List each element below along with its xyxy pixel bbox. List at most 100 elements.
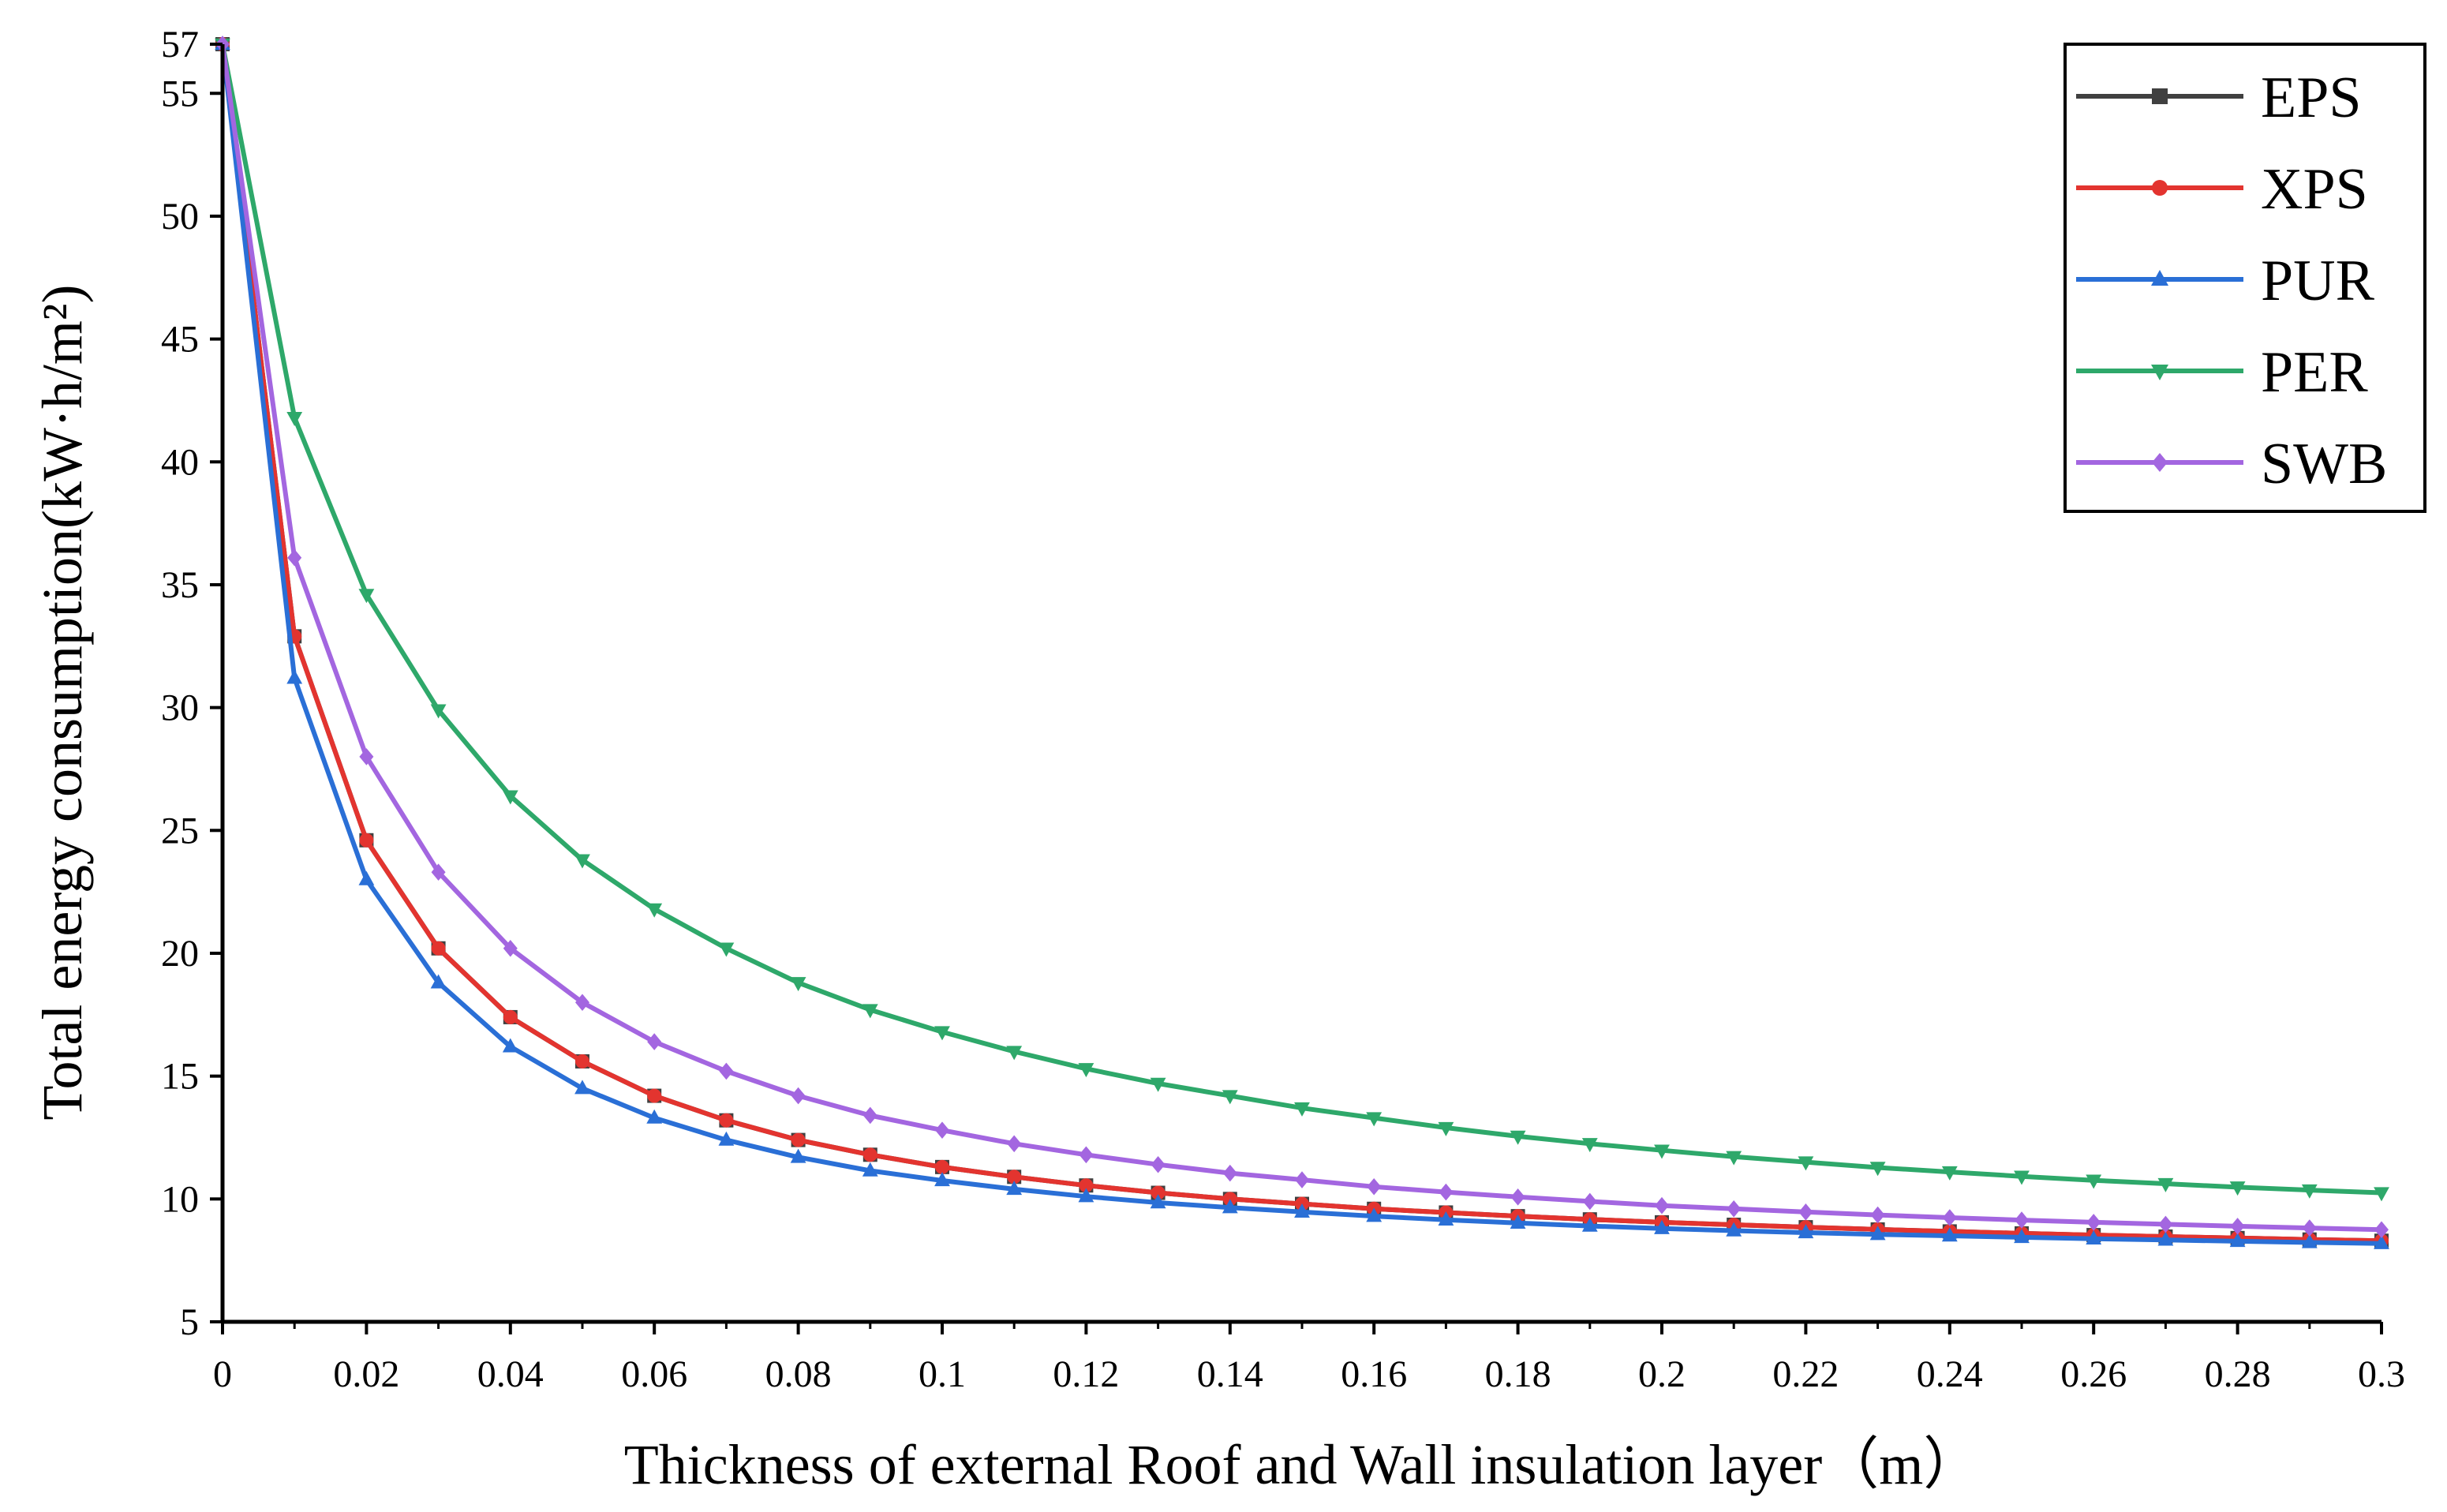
legend-marker-per (2151, 365, 2168, 380)
data-point-per (1654, 1144, 1670, 1159)
data-point-swb (2230, 1218, 2245, 1235)
data-point-swb (1942, 1209, 1957, 1226)
data-point-xps (862, 1147, 877, 1162)
data-point-xps (791, 1132, 806, 1147)
data-point-xps (719, 1113, 734, 1128)
data-point-pur (1654, 1219, 1670, 1234)
data-point-pur (1006, 1181, 1023, 1196)
legend: EPS XPS PUR PER SWB (2063, 43, 2426, 513)
data-point-pur (286, 669, 303, 684)
y-tick-label: 45 (161, 319, 199, 361)
data-point-swb (1007, 1135, 1022, 1153)
data-point-per (646, 903, 663, 918)
x-tick-label: 0.28 (2205, 1353, 2271, 1395)
data-point-per (1869, 1162, 1886, 1177)
data-point-per (1294, 1102, 1310, 1117)
data-point-pur (862, 1162, 878, 1177)
data-point-pur (1581, 1217, 1598, 1232)
x-tick-label: 0.12 (1053, 1353, 1119, 1395)
legend-marker-pur (2151, 270, 2168, 286)
data-point-per (502, 790, 518, 805)
data-point-swb (862, 1106, 877, 1125)
y-tick-label: 55 (161, 73, 199, 114)
data-point-per (1006, 1046, 1023, 1061)
x-axis-title: Thickness of external Roof and Wall insu… (624, 1433, 1980, 1496)
data-point-swb (2302, 1219, 2317, 1237)
x-tick-label: 0.24 (1917, 1353, 1983, 1395)
data-point-xps (1007, 1170, 1022, 1185)
data-point-pur (574, 1080, 590, 1095)
data-point-pur (2086, 1229, 2102, 1244)
data-point-pur (2301, 1233, 2318, 1248)
data-point-pur (718, 1131, 735, 1146)
data-point-per (2229, 1181, 2246, 1196)
data-point-per (1581, 1138, 1598, 1153)
y-tick-label: 5 (180, 1301, 199, 1343)
data-point-swb (1295, 1171, 1309, 1188)
data-point-pur (1078, 1188, 1094, 1203)
legend-marker-swb (2152, 453, 2168, 472)
data-point-xps (503, 1009, 518, 1024)
data-point-pur (646, 1109, 663, 1124)
data-point-per (1366, 1112, 1383, 1127)
data-point-xps (1079, 1178, 1094, 1193)
x-tick-label: 0.08 (765, 1353, 832, 1395)
data-point-swb (287, 548, 302, 567)
data-point-per (1078, 1063, 1094, 1078)
data-point-pur (1438, 1211, 1454, 1226)
series-swb (215, 36, 2389, 1239)
data-point-per (430, 704, 447, 719)
data-point-per (2157, 1177, 2174, 1192)
legend-marker-xps (2152, 180, 2168, 196)
data-point-pur (1941, 1227, 1958, 1242)
data-point-per (1150, 1077, 1166, 1092)
data-point-pur (1798, 1224, 1814, 1239)
data-point-swb (647, 1033, 662, 1050)
data-point-swb (1655, 1196, 1669, 1214)
data-point-per (2086, 1174, 2102, 1189)
x-tick-label: 0.14 (1197, 1353, 1263, 1395)
data-point-swb (1727, 1199, 1742, 1218)
axes: 0 0.02 0.04 0.06 0.08 0.1 0.12 0.14 0.16 0.18 0.2 0… (161, 24, 2405, 1395)
legend-label-per: PER (2261, 340, 2368, 405)
y-tick-label: 40 (161, 441, 199, 483)
data-point-xps (575, 1054, 589, 1069)
data-point-swb (2374, 1221, 2389, 1239)
data-point-swb (1079, 1146, 1094, 1164)
legend-marker-eps (2152, 88, 2168, 104)
data-point-xps (431, 941, 446, 956)
data-point-swb (1151, 1155, 1166, 1173)
plot-area (215, 36, 2389, 1249)
data-point-swb (719, 1062, 734, 1080)
data-point-per (1222, 1090, 1238, 1105)
data-point-per (358, 589, 375, 604)
data-point-pur (1294, 1203, 1310, 1218)
data-point-per (790, 977, 806, 992)
data-point-pur (430, 974, 447, 989)
y-tick-label: 20 (161, 933, 199, 975)
data-point-pur (1726, 1222, 1742, 1237)
data-point-swb (791, 1087, 806, 1105)
data-point-per (1510, 1130, 1526, 1145)
data-point-swb (1582, 1192, 1597, 1211)
x-tick-label: 0.1 (919, 1353, 966, 1395)
data-point-swb (575, 994, 589, 1012)
data-point-per (862, 1004, 878, 1019)
data-point-per (2014, 1170, 2030, 1185)
data-point-swb (2158, 1215, 2173, 1233)
x-tick-label: 0.22 (1772, 1353, 1839, 1395)
data-point-xps (935, 1159, 949, 1174)
legend-label-pur: PUR (2261, 249, 2375, 313)
data-point-pur (2374, 1234, 2389, 1249)
data-point-xps (1151, 1185, 1166, 1200)
x-tick-label: 0.02 (333, 1353, 399, 1395)
data-point-per (2374, 1187, 2389, 1202)
data-point-swb (935, 1121, 949, 1139)
legend-label-swb: SWB (2261, 432, 2387, 496)
data-point-per (718, 942, 735, 957)
data-point-pur (790, 1148, 806, 1163)
data-point-xps (359, 833, 374, 848)
data-point-swb (503, 939, 518, 957)
y-axis-title: Total energy consumption(kW·h/m²) (31, 285, 94, 1121)
